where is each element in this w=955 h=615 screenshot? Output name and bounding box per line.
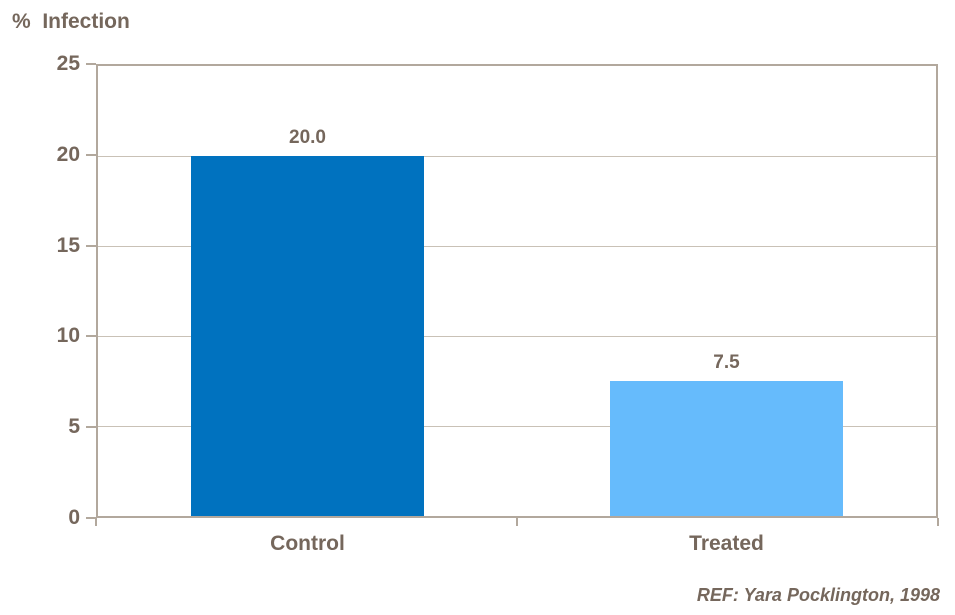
x-tick-mark-0 [95,518,97,526]
x-axis-label-treated: Treated [689,532,764,555]
y-tick-label-25: 25 [56,52,80,75]
y-tick-label-5: 5 [68,415,80,439]
x-tick-mark-1 [516,518,518,526]
y-tick-label-20: 20 [56,142,80,166]
chart-title: % Infection [12,10,130,33]
y-tick-label-0: 0 [68,506,80,529]
y-tick-mark-20 [86,153,96,156]
y-tick-label-15: 15 [56,233,80,257]
gridline-20 [98,156,936,157]
y-tick-mark-0 [86,517,96,519]
gridline-10 [98,336,936,337]
gridline-15 [98,246,936,247]
bar-value-label-control: 20.0 [289,127,326,148]
bar-value-label-treated: 7.5 [713,352,740,373]
x-tick-mark-2 [937,518,939,526]
bar-control [191,156,424,516]
x-axis-label-control: Control [270,532,345,555]
y-tick-mark-5 [86,426,96,429]
y-tick-label-10: 10 [56,324,80,348]
reference-text: REF: Yara Pocklington, 1998 [696,585,940,605]
y-tick-mark-10 [86,335,96,338]
bar-treated [610,381,843,516]
y-tick-mark-15 [86,244,96,247]
plot-area [96,64,938,518]
y-tick-mark-25 [86,63,96,65]
gridline-5 [98,426,936,427]
